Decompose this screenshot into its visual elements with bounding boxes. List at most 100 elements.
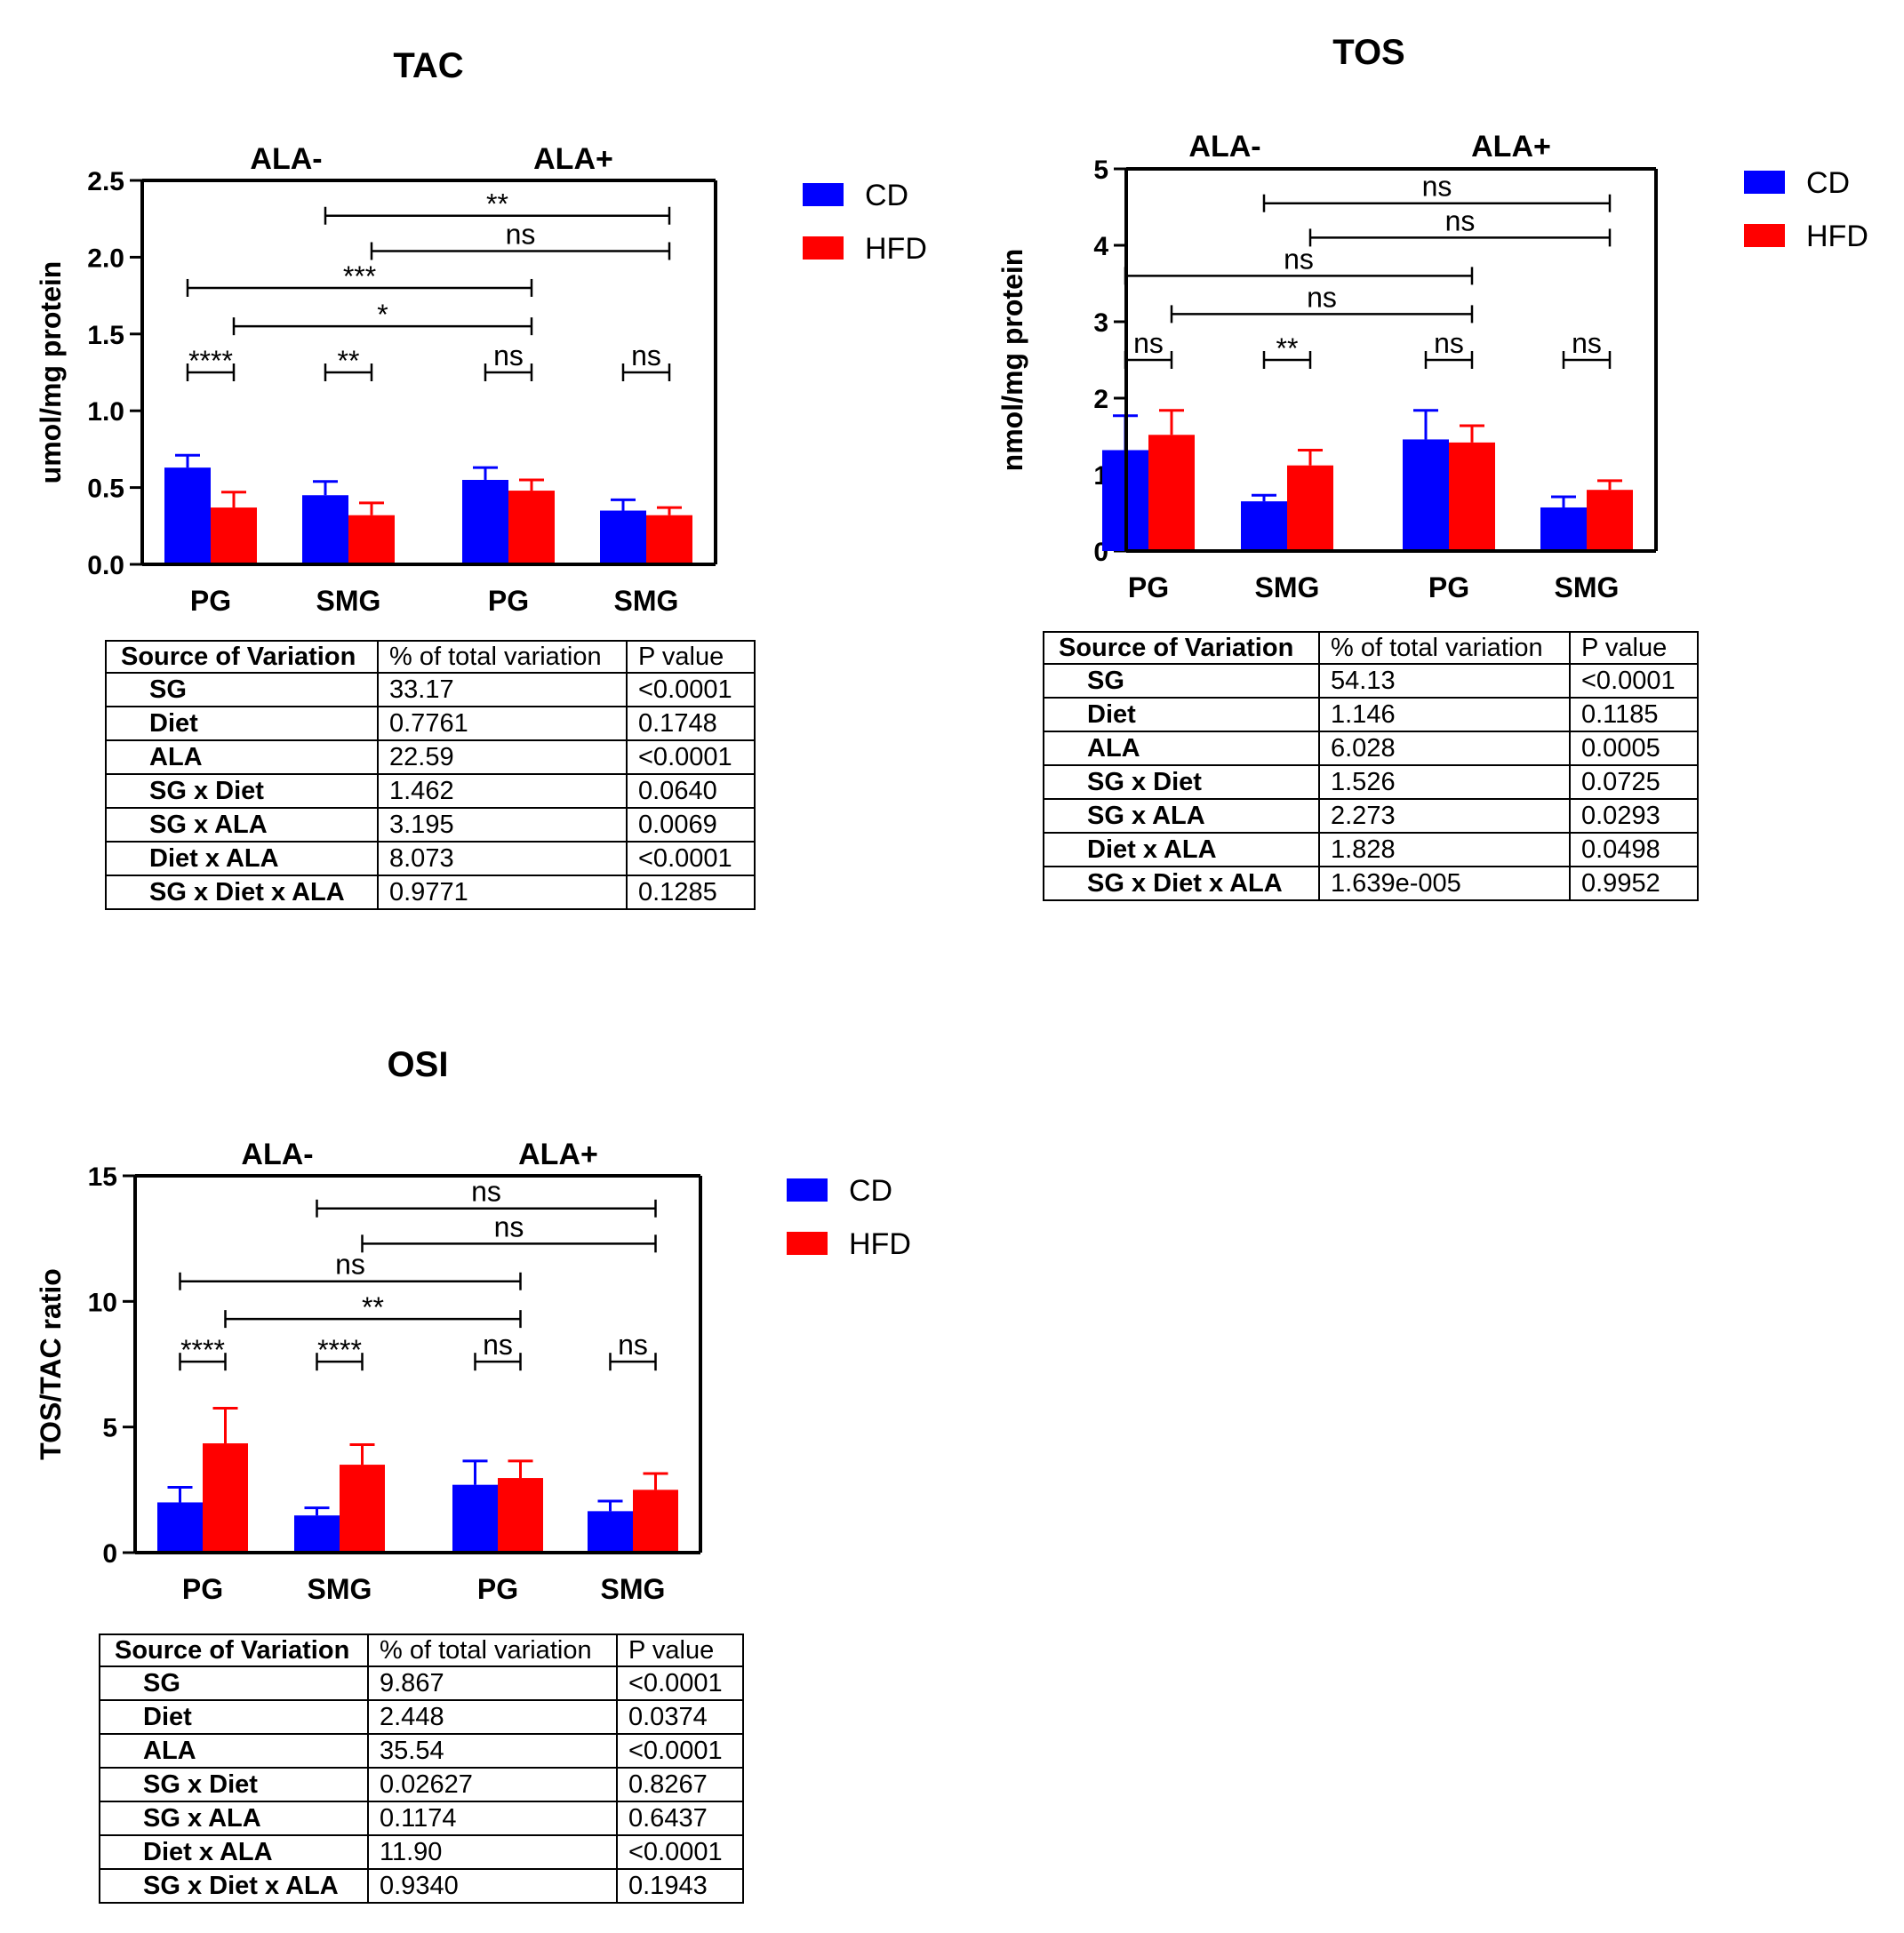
significance-label: ns — [335, 1249, 365, 1281]
table-row: SG x ALA 0.1174 0.6437 — [99, 1801, 744, 1836]
y-tick-label: 10 — [88, 1288, 117, 1317]
source-cell: ALA — [105, 739, 379, 775]
y-tick-label: 15 — [88, 1162, 117, 1192]
y-tick-label: 1.5 — [87, 321, 124, 350]
p-value-cell: <0.0001 — [626, 841, 756, 876]
significance-label: ns — [1284, 243, 1314, 275]
table-row: SG 54.13 <0.0001 — [1043, 663, 1699, 699]
table-header-cell: P value — [626, 640, 756, 674]
bar-hfd — [646, 515, 692, 564]
bar-cd — [1403, 439, 1449, 551]
bar-cd — [462, 479, 508, 564]
significance-label: ns — [1445, 204, 1476, 236]
table-row: ALA 35.54 <0.0001 — [99, 1733, 744, 1769]
legend-label-cd: CD — [865, 179, 908, 212]
table-header-row: Source of Variation% of total variation P… — [1043, 631, 1699, 665]
significance-label: ** — [362, 1291, 384, 1323]
table-row: SG x ALA 2.273 0.0293 — [1043, 798, 1699, 834]
legend-label-hfd: HFD — [1806, 220, 1868, 253]
table-header-cell: P value — [616, 1633, 744, 1667]
percent-cell: 8.073 — [377, 841, 628, 876]
bar-hfd — [498, 1478, 543, 1553]
p-value-cell: 0.1285 — [626, 875, 756, 910]
p-value-cell: 0.9952 — [1569, 866, 1699, 901]
y-tick-label: 2.5 — [87, 167, 124, 196]
p-value-cell: 0.0725 — [1569, 764, 1699, 800]
table-row: ALA 6.028 0.0005 — [1043, 731, 1699, 766]
table-row: ALA 22.59 <0.0001 — [105, 739, 756, 775]
significance-label: ns — [483, 1329, 513, 1361]
percent-cell: 1.639e-005 — [1318, 866, 1571, 901]
legend-label-hfd: HFD — [849, 1227, 911, 1261]
bar-hfd — [211, 507, 257, 564]
bar-cd — [1540, 507, 1587, 551]
bar-hfd — [633, 1490, 678, 1553]
table-row: SG x Diet 1.462 0.0640 — [105, 773, 756, 809]
source-cell: ALA — [1043, 731, 1320, 766]
significance-label: **** — [188, 345, 233, 377]
table-header-cell: % of total variation — [367, 1633, 618, 1667]
table-header-cell: Source of Variation — [1043, 631, 1320, 665]
table-header-row: Source of Variation% of total variation P… — [99, 1633, 744, 1667]
p-value-cell: 0.1943 — [616, 1868, 744, 1904]
table-row: SG x Diet x ALA 0.9771 0.1285 — [105, 875, 756, 910]
y-tick-label: 5 — [102, 1414, 117, 1443]
legend-label-hfd: HFD — [865, 232, 927, 266]
table-header-cell: % of total variation — [1318, 631, 1571, 665]
percent-cell: 54.13 — [1318, 663, 1571, 699]
y-tick-label: 3 — [1093, 308, 1108, 338]
significance-label: ns — [1434, 327, 1464, 359]
table-row: SG x Diet x ALA 1.639e-005 0.9952 — [1043, 866, 1699, 901]
source-cell: SG x Diet x ALA — [105, 875, 379, 910]
legend-label-cd: CD — [849, 1174, 892, 1208]
significance-label: ns — [506, 218, 536, 250]
percent-cell: 22.59 — [377, 739, 628, 775]
p-value-cell: 0.8267 — [616, 1767, 744, 1802]
percent-cell: 1.828 — [1318, 832, 1571, 867]
source-cell: SG x ALA — [1043, 798, 1320, 834]
table-row: SG x Diet 1.526 0.0725 — [1043, 764, 1699, 800]
x-category-label: SMG — [316, 585, 381, 617]
significance-label: ns — [493, 339, 524, 371]
p-value-cell: <0.0001 — [616, 1733, 744, 1769]
p-value-cell: 0.0293 — [1569, 798, 1699, 834]
p-value-cell: <0.0001 — [1569, 663, 1699, 699]
source-cell: Diet — [99, 1699, 369, 1735]
legend-swatch-hfd — [1744, 224, 1785, 247]
significance-label: ns — [1307, 281, 1337, 313]
chart-osi: OSI ALA- ALA+ 0 5 10 15 TOS/TAC ratio PG SMG PG SMG… — [35, 1045, 911, 1605]
anova-table-tac: Source of Variation% of total variation P… — [105, 640, 756, 910]
significance-label: ** — [338, 345, 360, 377]
significance-label: **** — [180, 1334, 225, 1366]
x-category-label: PG — [477, 1573, 518, 1605]
significance-label: **** — [317, 1334, 362, 1366]
x-category-label: SMG — [601, 1573, 666, 1605]
y-tick-label: 0.0 — [87, 551, 124, 580]
source-cell: SG — [105, 672, 379, 707]
significance-label: ns — [471, 1176, 501, 1208]
significance-label: ns — [1572, 327, 1602, 359]
significance-label: ** — [1276, 332, 1299, 364]
significance-label: ns — [494, 1210, 524, 1242]
source-cell: Diet — [105, 706, 379, 741]
p-value-cell: 0.0640 — [626, 773, 756, 809]
source-cell: SG — [1043, 663, 1320, 699]
y-tick-label: 2 — [1093, 385, 1108, 414]
significance-label: ns — [1422, 171, 1452, 203]
legend-swatch-cd — [787, 1178, 828, 1202]
table-row: Diet 0.7761 0.1748 — [105, 706, 756, 741]
group-label: ALA- — [241, 1138, 313, 1171]
source-cell: Diet x ALA — [105, 841, 379, 876]
y-tick-label: 5 — [1093, 156, 1108, 185]
table-header-row: Source of Variation% of total variation P… — [105, 640, 756, 674]
bar-hfd — [508, 491, 555, 564]
x-category-label: PG — [1128, 571, 1169, 603]
source-cell: SG x Diet — [105, 773, 379, 809]
legend-swatch-cd — [803, 183, 844, 206]
x-category-label: PG — [1428, 571, 1469, 603]
p-value-cell: 0.0069 — [626, 807, 756, 843]
table-row: SG x Diet 0.02627 0.8267 — [99, 1767, 744, 1802]
table-row: SG 33.17 <0.0001 — [105, 672, 756, 707]
bar-hfd — [340, 1465, 385, 1553]
source-cell: SG x ALA — [105, 807, 379, 843]
